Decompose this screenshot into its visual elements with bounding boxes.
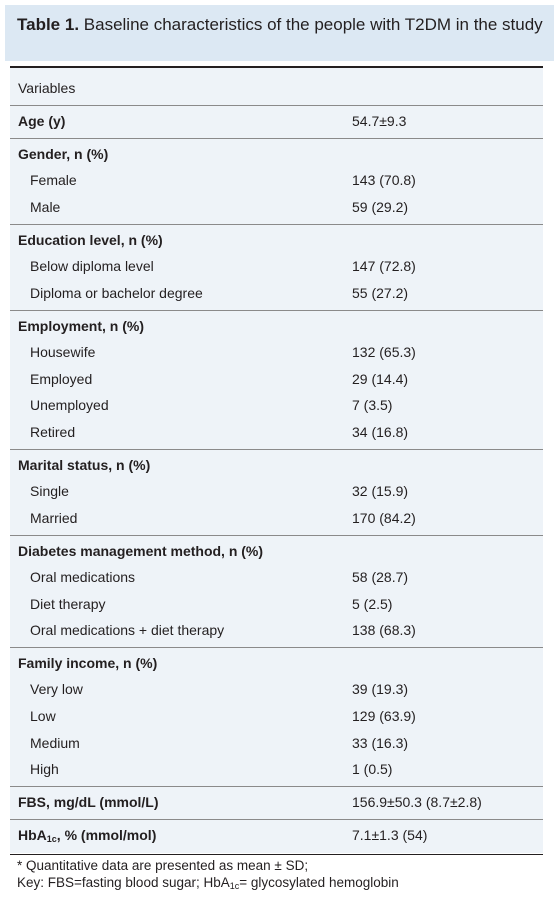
income-label: Family income, n (%) <box>18 655 158 671</box>
footnote-subscript: 1c <box>229 881 240 891</box>
unemployed-value: 7 (3.5) <box>352 397 393 413</box>
hba1c-label: HbA1c, % (mmol/mol) <box>18 826 156 848</box>
row-separator <box>10 105 543 106</box>
row-separator <box>10 647 543 648</box>
employed-label: Employed <box>30 371 93 387</box>
medium-value: 33 (16.3) <box>352 735 409 751</box>
low-label: Low <box>30 708 56 724</box>
married-label: Married <box>30 510 78 526</box>
hba1c-value: 7.1±1.3 (54) <box>352 827 428 843</box>
table-title-lead: Table 1. <box>17 15 80 34</box>
data-table: Variables Age (y) 54.7±9.3 Gender, n (%)… <box>10 66 543 853</box>
row-separator <box>10 786 543 787</box>
education-label: Education level, n (%) <box>18 232 163 248</box>
footnote-line-2: Key: FBS=fasting blood sugar; HbA1c= gly… <box>17 874 399 895</box>
below-diploma-value: 147 (72.8) <box>352 258 416 274</box>
row-separator <box>10 224 543 225</box>
hba1c-subscript: 1c <box>46 834 57 844</box>
table-title-text: Baseline characteristics of the people w… <box>79 15 543 34</box>
diploma-label: Diploma or bachelor degree <box>30 285 203 301</box>
oral-label: Oral medications <box>30 569 136 585</box>
oral-value: 58 (28.7) <box>352 569 409 585</box>
row-separator <box>10 535 543 536</box>
retired-label: Retired <box>30 424 76 440</box>
row-separator <box>10 310 543 311</box>
table-footnote: * Quantitative data are presented as mea… <box>17 857 399 895</box>
table-bottom-rule <box>10 854 543 855</box>
fbs-value: 156.9±50.3 (8.7±2.8) <box>352 794 482 810</box>
high-value: 1 (0.5) <box>352 761 393 777</box>
fbs-label: FBS, mg/dL (mmol/L) <box>18 794 159 810</box>
diabetes-label: Diabetes management method, n (%) <box>18 543 264 559</box>
below-diploma-label: Below diploma level <box>30 258 154 274</box>
gender-label: Gender, n (%) <box>18 146 109 162</box>
oral-diet-value: 138 (68.3) <box>352 622 416 638</box>
female-value: 143 (70.8) <box>352 172 416 188</box>
housewife-value: 132 (65.3) <box>352 344 416 360</box>
high-label: High <box>30 761 59 777</box>
hba1c-prefix: HbA <box>18 827 47 843</box>
oral-diet-label: Oral medications + diet therapy <box>30 622 225 638</box>
diet-label: Diet therapy <box>30 596 106 612</box>
employment-label: Employment, n (%) <box>18 318 145 334</box>
table-title: Table 1. Baseline characteristics of the… <box>5 5 554 61</box>
single-value: 32 (15.9) <box>352 483 409 499</box>
unemployed-label: Unemployed <box>30 397 109 413</box>
very-low-label: Very low <box>30 681 83 697</box>
low-value: 129 (63.9) <box>352 708 416 724</box>
single-label: Single <box>30 483 69 499</box>
footnote-key-definition: = glycosylated hemoglobin <box>239 875 399 890</box>
row-separator <box>10 138 543 139</box>
age-value: 54.7±9.3 <box>352 113 407 129</box>
footnote-line-1: * Quantitative data are presented as mea… <box>17 858 309 873</box>
footnote-key-text: Key: FBS=fasting blood sugar; HbA <box>17 875 230 890</box>
row-separator <box>10 449 543 450</box>
employed-value: 29 (14.4) <box>352 371 409 387</box>
male-label: Male <box>30 199 61 215</box>
diploma-value: 55 (27.2) <box>352 285 409 301</box>
female-label: Female <box>30 172 77 188</box>
marital-label: Marital status, n (%) <box>18 457 151 473</box>
male-value: 59 (29.2) <box>352 199 409 215</box>
very-low-value: 39 (19.3) <box>352 681 409 697</box>
retired-value: 34 (16.8) <box>352 424 409 440</box>
row-separator <box>10 819 543 820</box>
married-value: 170 (84.2) <box>352 510 416 526</box>
table-top-rule <box>10 66 543 68</box>
hba1c-suffix: , % (mmol/mol) <box>56 827 157 843</box>
variables-header: Variables <box>18 80 76 96</box>
medium-label: Medium <box>30 735 80 751</box>
age-label: Age (y) <box>18 113 66 129</box>
diet-value: 5 (2.5) <box>352 596 393 612</box>
housewife-label: Housewife <box>30 344 96 360</box>
